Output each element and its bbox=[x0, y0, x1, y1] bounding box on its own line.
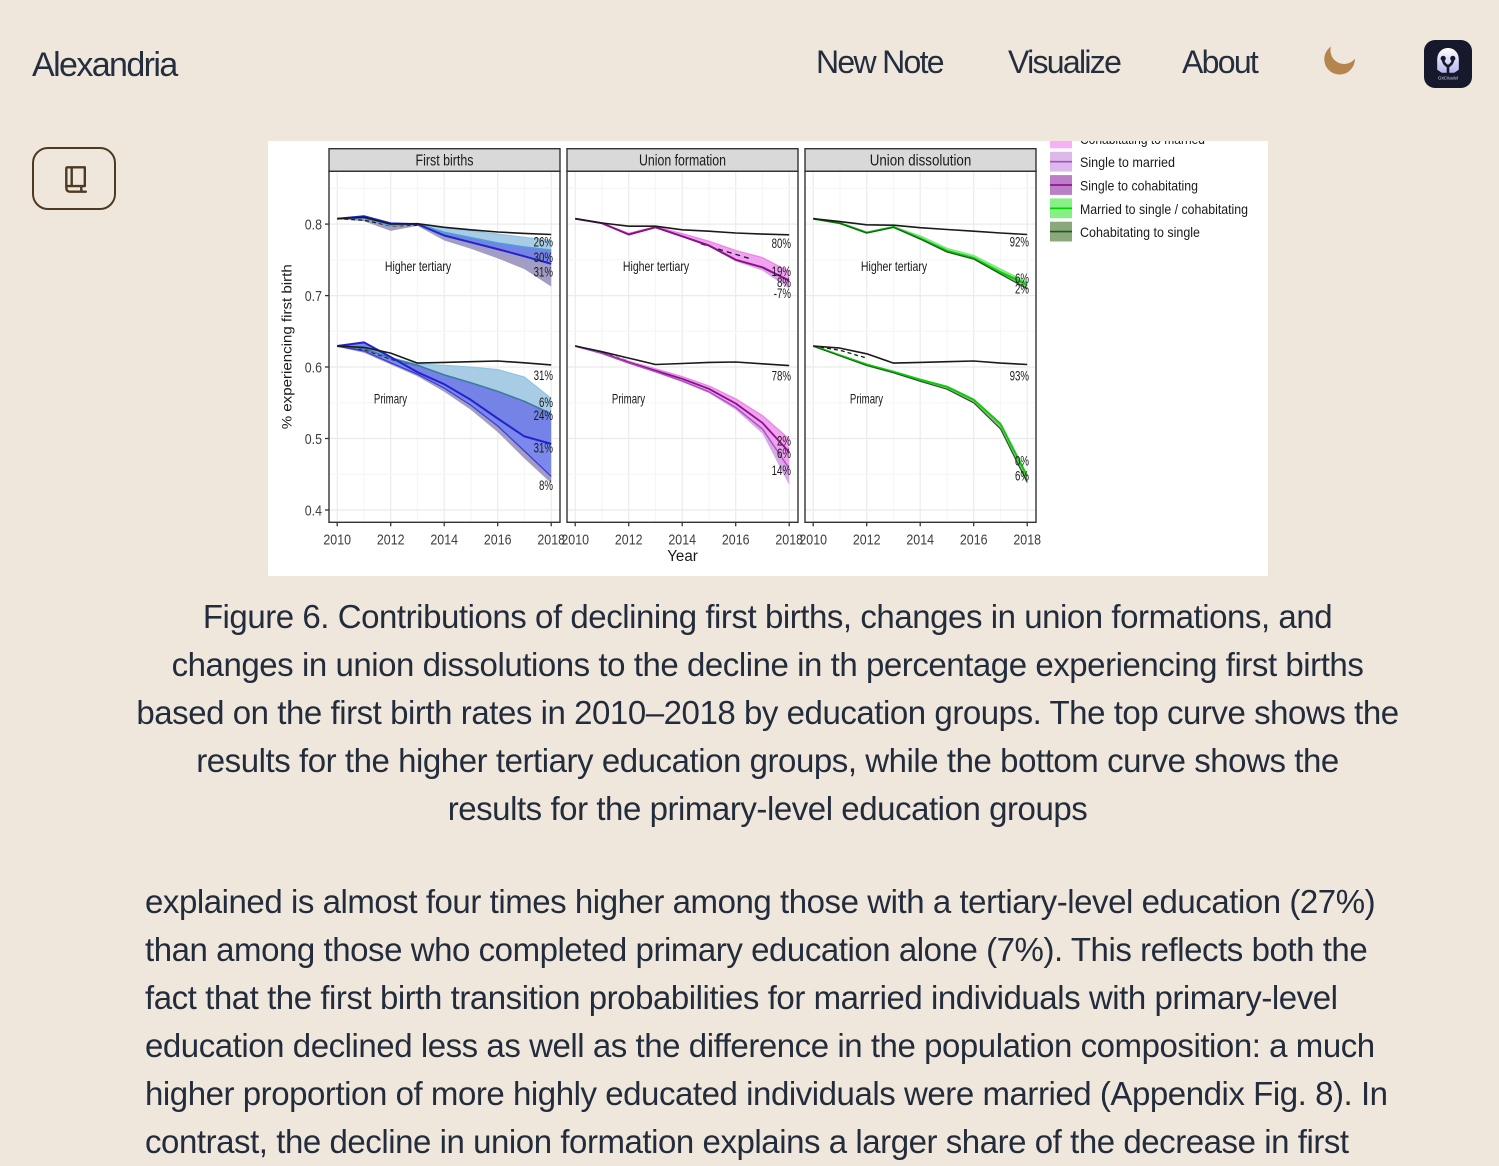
svg-text:0%: 0% bbox=[1015, 453, 1029, 468]
svg-text:Primary: Primary bbox=[611, 390, 644, 406]
svg-text:Union dissolution: Union dissolution bbox=[869, 152, 971, 169]
svg-text:Married to single / cohabitati: Married to single / cohabitating bbox=[1080, 200, 1248, 216]
svg-text:Higher tertiary: Higher tertiary bbox=[860, 257, 926, 273]
svg-text:2016: 2016 bbox=[483, 531, 511, 548]
svg-text:24%: 24% bbox=[533, 408, 552, 423]
svg-text:31%: 31% bbox=[533, 264, 552, 279]
svg-text:2018: 2018 bbox=[775, 531, 803, 548]
svg-text:GitCitadel: GitCitadel bbox=[1437, 76, 1457, 81]
svg-text:2012: 2012 bbox=[852, 531, 880, 548]
svg-text:92%: 92% bbox=[1009, 234, 1028, 249]
svg-text:First births: First births bbox=[415, 152, 473, 169]
svg-text:0.6: 0.6 bbox=[304, 359, 321, 376]
svg-text:6%: 6% bbox=[539, 394, 553, 409]
svg-text:Single to cohabitating: Single to cohabitating bbox=[1080, 177, 1198, 193]
svg-text:93%: 93% bbox=[1009, 368, 1028, 383]
svg-text:Primary: Primary bbox=[849, 390, 882, 406]
svg-text:2010: 2010 bbox=[799, 531, 827, 548]
svg-text:-7%: -7% bbox=[773, 285, 790, 300]
svg-text:% experiencing first birth: % experiencing first birth bbox=[278, 264, 294, 429]
svg-text:2%: 2% bbox=[777, 433, 791, 448]
svg-text:31%: 31% bbox=[533, 440, 552, 455]
svg-text:14%: 14% bbox=[771, 462, 790, 477]
svg-text:2014: 2014 bbox=[430, 531, 458, 548]
svg-text:8%: 8% bbox=[777, 274, 791, 289]
svg-text:2%: 2% bbox=[1015, 281, 1029, 296]
svg-text:2010: 2010 bbox=[323, 531, 351, 548]
svg-text:2018: 2018 bbox=[1013, 531, 1041, 548]
svg-text:6%: 6% bbox=[1015, 271, 1029, 286]
svg-text:2018: 2018 bbox=[537, 531, 565, 548]
svg-text:0.5: 0.5 bbox=[304, 430, 321, 447]
svg-text:8%: 8% bbox=[539, 478, 553, 493]
svg-text:2016: 2016 bbox=[721, 531, 749, 548]
svg-text:19%: 19% bbox=[771, 264, 790, 279]
svg-text:6%: 6% bbox=[777, 446, 791, 461]
svg-text:2012: 2012 bbox=[614, 531, 642, 548]
svg-text:Union formation: Union formation bbox=[639, 152, 726, 169]
svg-text:6%: 6% bbox=[1015, 468, 1029, 483]
svg-text:2016: 2016 bbox=[959, 531, 987, 548]
svg-text:0.4: 0.4 bbox=[304, 502, 321, 519]
svg-text:Year: Year bbox=[667, 548, 698, 565]
svg-text:0.8: 0.8 bbox=[304, 216, 321, 233]
svg-text:80%: 80% bbox=[771, 235, 790, 250]
svg-text:30%: 30% bbox=[533, 249, 552, 264]
svg-text:2014: 2014 bbox=[668, 531, 696, 548]
svg-text:Cohabitating to married: Cohabitating to married bbox=[1080, 141, 1205, 147]
svg-text:0.7: 0.7 bbox=[304, 287, 321, 304]
svg-text:78%: 78% bbox=[771, 368, 790, 383]
svg-text:Cohabitating to single: Cohabitating to single bbox=[1080, 224, 1200, 240]
svg-text:2012: 2012 bbox=[376, 531, 404, 548]
svg-text:2014: 2014 bbox=[906, 531, 934, 548]
svg-text:Higher tertiary: Higher tertiary bbox=[622, 257, 688, 273]
svg-text:26%: 26% bbox=[533, 234, 552, 249]
svg-text:Primary: Primary bbox=[373, 390, 406, 406]
svg-text:31%: 31% bbox=[533, 368, 552, 383]
svg-text:Single to married: Single to married bbox=[1080, 154, 1175, 170]
svg-text:2010: 2010 bbox=[561, 531, 589, 548]
svg-text:Higher tertiary: Higher tertiary bbox=[384, 257, 450, 273]
